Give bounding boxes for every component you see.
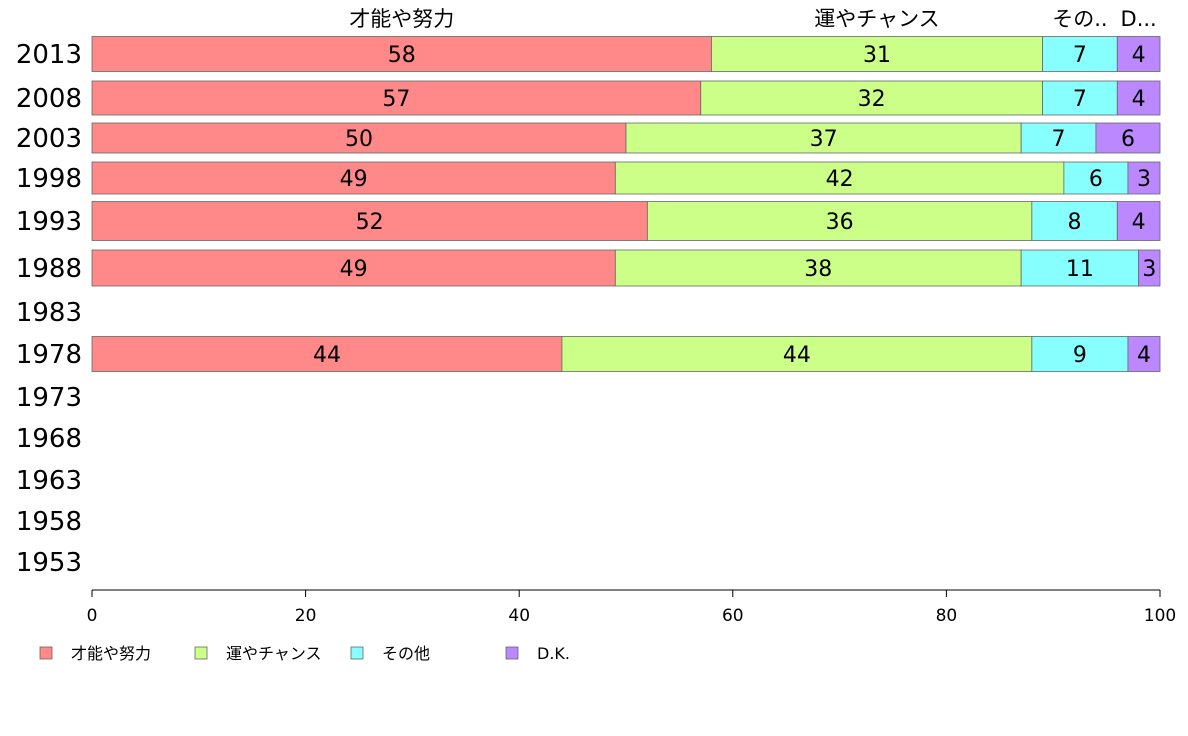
bar-segment (700, 80, 1043, 116)
bar-segment (1020, 249, 1140, 287)
year-label: 2003 (16, 124, 82, 154)
bar-segment (625, 122, 1022, 154)
legend: 才能や努力 運やチャンス その他 D.K. (39, 644, 570, 663)
bar-value-label: 42 (826, 167, 854, 192)
legend-swatch (350, 646, 364, 660)
bar-segment (91, 336, 563, 372)
stacked-bars: 58 31 7 457 32 7 450 37 7 649 42 6 352 36 8 449 38 11 344 4… (91, 36, 1161, 372)
bar-segment (91, 80, 702, 116)
bar-segment (614, 249, 1022, 287)
bar-value-label: 4 (1132, 43, 1146, 68)
legend-swatch (39, 646, 53, 660)
year-label: 1968 (16, 424, 82, 454)
x-tick-label: 20 (295, 606, 317, 626)
bar-segment (1031, 336, 1129, 372)
x-tick-label: 40 (508, 606, 530, 626)
year-label: 1993 (16, 207, 82, 237)
x-axis: 0 20 40 60 80 100 (87, 589, 1176, 626)
series-top-label: 運やチャンス (814, 7, 939, 31)
bar-value-label: 32 (858, 87, 886, 112)
bar-value-label: 4 (1137, 343, 1151, 368)
year-label: 1963 (16, 466, 82, 496)
bar-value-label: 36 (826, 210, 854, 235)
bar-segment (1042, 80, 1118, 116)
bar-segment (1116, 80, 1161, 116)
series-top-label: その.. (1052, 7, 1107, 31)
year-label: 1958 (16, 507, 82, 537)
bar-segment (614, 161, 1065, 195)
bar-segment (646, 201, 1033, 241)
year-label: 1998 (16, 164, 82, 194)
bar-segment (561, 336, 1033, 372)
legend-swatch (194, 646, 208, 660)
x-tick-label: 80 (936, 606, 958, 626)
bar-value-label: 3 (1142, 257, 1156, 282)
bar-segment (1116, 36, 1161, 72)
bar-segment (1127, 161, 1161, 195)
bar-value-label: 38 (804, 257, 832, 282)
bar-value-label: 7 (1052, 127, 1066, 152)
bar-value-label: 50 (345, 127, 373, 152)
bar-value-label: 6 (1121, 127, 1135, 152)
bar-value-label: 31 (863, 43, 891, 68)
legend-label: その他 (382, 644, 430, 663)
bar-value-label: 4 (1132, 87, 1146, 112)
x-tick-label: 0 (87, 606, 98, 626)
bar-value-label: 9 (1073, 343, 1087, 368)
year-labels: 2013 2008 2003 1998 1993 1988 1983 1978 1973 1968… (16, 40, 82, 578)
bar-segment (1095, 122, 1161, 154)
bar-value-label: 3 (1137, 167, 1151, 192)
year-label: 2008 (16, 84, 82, 114)
bar-value-label: 11 (1066, 257, 1094, 282)
x-tick-label: 100 (1144, 606, 1176, 626)
year-label: 2013 (16, 40, 82, 70)
series-top-label: 才能や努力 (349, 7, 454, 31)
bar-segment (91, 161, 616, 195)
legend-label: 才能や努力 (71, 644, 151, 663)
bar-value-label: 44 (313, 343, 341, 368)
bar-value-label: 4 (1132, 210, 1146, 235)
year-label: 1953 (16, 548, 82, 578)
bar-segment (91, 249, 616, 287)
bar-segment (1138, 249, 1161, 287)
bar-value-label: 6 (1089, 167, 1103, 192)
bar-segment (91, 122, 627, 154)
legend-swatch (505, 646, 519, 660)
legend-label: D.K. (537, 644, 570, 663)
bar-segment (711, 36, 1043, 72)
bar-segment (1127, 336, 1161, 372)
legend-label: 運やチャンス (226, 644, 322, 663)
bar-value-label: 49 (340, 257, 368, 282)
bar-value-label: 44 (783, 343, 811, 368)
bar-segment (91, 201, 648, 241)
series-top-labels: 才能や努力 運やチャンス その.. D... (349, 7, 1157, 31)
year-label: 1988 (16, 254, 82, 284)
bar-segment (1031, 201, 1118, 241)
bar-segment (1116, 201, 1161, 241)
bar-value-label: 7 (1073, 43, 1087, 68)
year-label: 1973 (16, 383, 82, 413)
year-label: 1983 (16, 298, 82, 328)
bar-segment (91, 36, 712, 72)
bar-value-label: 37 (810, 127, 838, 152)
bar-value-label: 52 (356, 210, 384, 235)
bar-value-label: 49 (340, 167, 368, 192)
bar-value-label: 7 (1073, 87, 1087, 112)
bar-value-label: 57 (382, 87, 410, 112)
year-label: 1978 (16, 340, 82, 370)
bar-value-label: 58 (388, 43, 416, 68)
x-tick-label: 60 (722, 606, 744, 626)
series-top-label: D... (1121, 7, 1157, 31)
bar-segment (1042, 36, 1118, 72)
bar-value-label: 8 (1068, 210, 1082, 235)
